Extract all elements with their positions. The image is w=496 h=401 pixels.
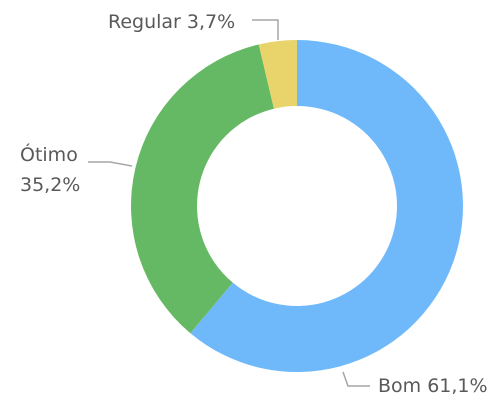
slice-label: Ótimo	[20, 142, 78, 166]
leader-line	[88, 161, 133, 167]
category-name: Bom	[378, 375, 421, 397]
leader-line	[342, 371, 370, 387]
slice-label: 35,2%	[20, 174, 80, 196]
value-label: 35,2%	[20, 174, 80, 196]
donut-slice	[190, 40, 464, 372]
slice-label: Regular 3,7%	[108, 11, 235, 33]
category-name: Regular	[108, 11, 181, 33]
category-name: Ótimo	[20, 142, 78, 166]
slice-label: Bom 61,1%	[378, 375, 488, 397]
leader-line	[252, 19, 279, 40]
value-label: 3,7%	[187, 11, 235, 33]
value-label: 61,1%	[427, 375, 487, 397]
donut-slice	[130, 44, 274, 334]
donut-slice	[258, 40, 297, 109]
